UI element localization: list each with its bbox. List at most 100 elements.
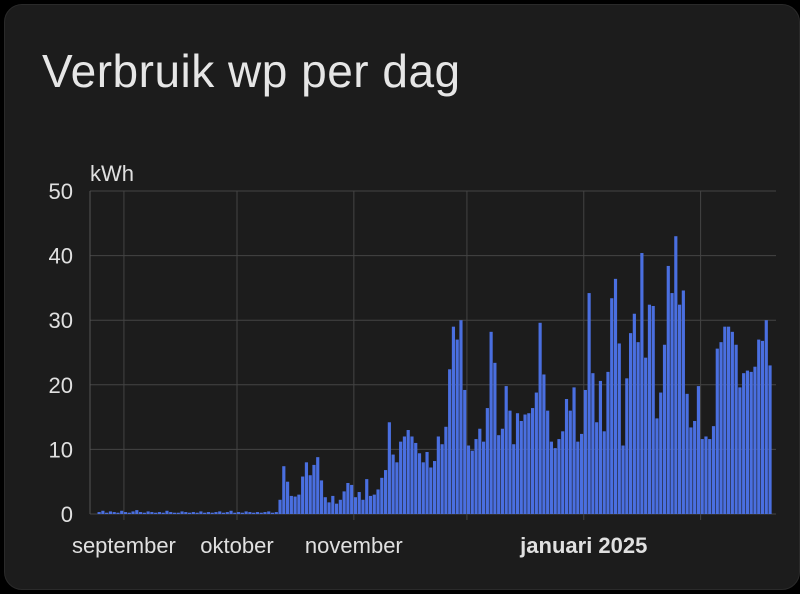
bar (531, 408, 535, 514)
y-tick-label: 30 (49, 308, 73, 333)
bar (244, 511, 248, 514)
bar (508, 410, 512, 514)
bar (142, 512, 146, 514)
bar (184, 512, 188, 514)
bar (414, 442, 418, 514)
bar (489, 331, 493, 514)
bar (425, 451, 429, 514)
y-tick-label: 10 (49, 437, 73, 462)
bar (165, 510, 169, 514)
bar (225, 512, 229, 514)
bar (580, 433, 584, 514)
bar (286, 481, 290, 514)
bar (493, 362, 497, 514)
bar (700, 439, 704, 514)
bar (478, 428, 482, 514)
bar (466, 445, 471, 514)
bar (123, 512, 128, 514)
bar (504, 386, 508, 514)
bar (602, 431, 606, 514)
bar (647, 304, 652, 514)
bar (666, 265, 670, 514)
bar (711, 426, 716, 514)
bar (399, 441, 403, 514)
bar (252, 512, 256, 514)
bar (576, 441, 580, 514)
bar (572, 387, 576, 514)
bar (678, 304, 682, 514)
bar (693, 420, 697, 514)
bar (410, 436, 414, 514)
bar (361, 499, 365, 514)
bar (564, 399, 569, 514)
bar (704, 436, 708, 514)
bar (459, 320, 463, 514)
bar (270, 512, 275, 514)
bar (455, 339, 459, 514)
bar (308, 475, 312, 514)
bar (282, 466, 286, 514)
bar (681, 290, 685, 514)
bar (745, 370, 750, 514)
bar (312, 464, 316, 514)
bar (470, 450, 474, 514)
bar (749, 371, 753, 514)
bar (176, 512, 180, 514)
bar (587, 293, 591, 514)
bar (221, 512, 226, 514)
bar (214, 512, 218, 514)
bar (723, 326, 727, 514)
bar (127, 512, 131, 514)
bar (696, 386, 701, 514)
bar (617, 343, 621, 514)
bar (248, 512, 252, 514)
bar (757, 339, 761, 514)
bar (278, 499, 282, 514)
bar (97, 512, 101, 514)
bar (154, 512, 158, 514)
bar (523, 414, 527, 514)
bar (150, 512, 154, 514)
bar (606, 371, 610, 514)
bar (708, 439, 712, 514)
bar (734, 344, 738, 514)
bar (169, 512, 173, 514)
bar (549, 441, 554, 514)
bar (621, 445, 625, 514)
bar (598, 380, 603, 514)
bar (444, 426, 448, 514)
bar (327, 502, 331, 514)
bar (116, 512, 120, 514)
bar (753, 366, 757, 514)
bar (195, 512, 199, 514)
bar (557, 439, 561, 514)
bar (218, 511, 222, 514)
bar (613, 278, 618, 514)
bar (323, 497, 327, 514)
bar (335, 503, 339, 514)
bar (188, 512, 192, 514)
bar (568, 410, 572, 514)
bar (172, 512, 177, 514)
bar (433, 461, 437, 514)
bar (610, 298, 614, 514)
bar (500, 428, 505, 514)
bar (625, 378, 629, 514)
bar (233, 512, 237, 514)
bar (485, 408, 489, 514)
bar (346, 482, 350, 514)
bar (380, 477, 384, 514)
bar (267, 511, 271, 514)
bar (591, 373, 595, 514)
bar (240, 512, 244, 514)
bar (259, 512, 263, 514)
y-axis-unit: kWh (90, 161, 134, 186)
bar (289, 495, 293, 514)
bar (527, 413, 531, 514)
bar (429, 467, 433, 514)
x-tick-label: november (305, 533, 403, 558)
bar (301, 476, 305, 514)
bar (719, 342, 723, 514)
y-tick-label: 50 (49, 179, 73, 204)
y-tick-label: 20 (49, 373, 73, 398)
